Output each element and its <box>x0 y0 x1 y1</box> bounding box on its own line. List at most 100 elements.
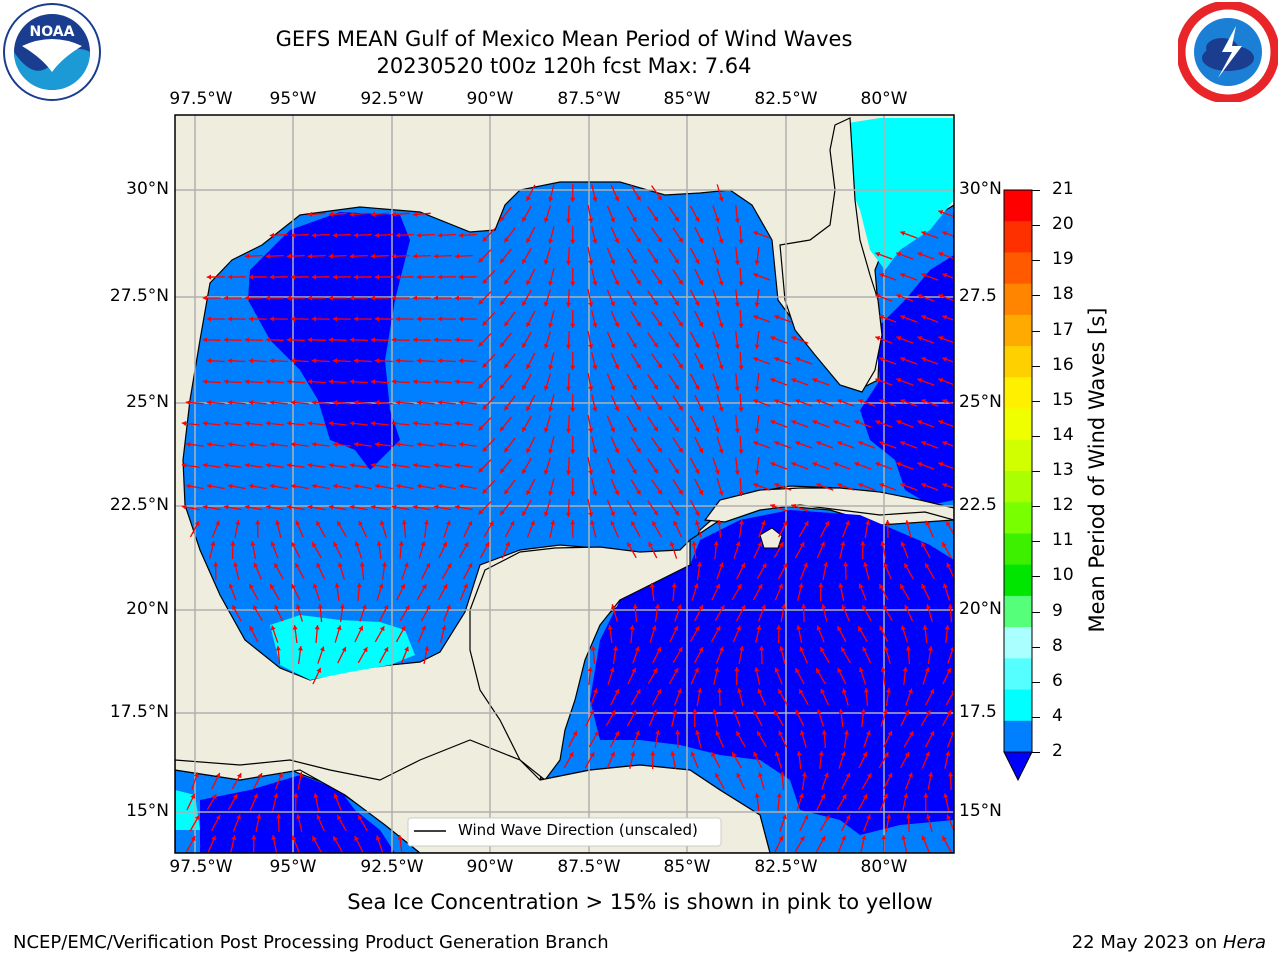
wave-direction-arrowhead <box>478 383 484 389</box>
wave-direction-arrowhead <box>882 709 888 715</box>
wave-direction-arrowhead <box>718 196 724 202</box>
wave-direction-arrowhead <box>244 295 250 301</box>
wave-direction-arrowhead <box>458 274 464 280</box>
wave-direction-arrowhead <box>412 253 418 259</box>
wave-direction-arrowhead <box>673 625 679 631</box>
wave-direction-arrowhead <box>734 428 740 433</box>
wave-direction-arrowhead <box>734 218 740 223</box>
wave-direction-arrowhead <box>454 379 460 385</box>
wave-direction-arrowhead <box>592 688 598 694</box>
wave-direction-arrowhead <box>572 730 578 736</box>
wave-direction-arrowhead <box>400 583 406 589</box>
wave-direction-arrowhead <box>291 542 296 548</box>
wave-direction-arrowhead <box>812 377 818 383</box>
wave-direction-arrowhead <box>818 583 824 588</box>
wave-direction-arrowhead <box>759 646 765 651</box>
wave-direction-arrowhead <box>482 488 488 494</box>
wave-direction-arrowhead <box>265 379 271 385</box>
wave-direction-arrowhead <box>446 563 452 569</box>
wave-direction-arrowhead <box>653 258 658 264</box>
lat-label-right: 15°N <box>959 801 1002 821</box>
wave-direction-arrowhead <box>778 583 783 589</box>
wave-direction-arrowhead <box>185 483 191 489</box>
wave-direction-arrowhead <box>656 689 662 695</box>
wave-direction-arrowhead <box>900 584 905 590</box>
wave-direction-arrowhead <box>674 426 679 432</box>
wave-direction-arrowhead <box>543 217 549 223</box>
wave-direction-arrowhead <box>543 427 549 433</box>
wave-direction-arrowhead <box>361 604 367 610</box>
wave-direction-arrowhead <box>416 400 422 406</box>
lon-label-top: 90°W <box>466 89 514 109</box>
wave-direction-arrowhead <box>570 491 576 496</box>
wave-direction-arrowhead <box>286 253 292 259</box>
wave-direction-arrowhead <box>441 625 447 630</box>
wave-direction-arrowhead <box>312 836 317 842</box>
wave-direction-arrowhead <box>543 259 549 265</box>
wave-direction-arrowhead <box>947 772 954 777</box>
wave-direction-arrowhead <box>757 772 763 778</box>
wave-direction-arrowhead <box>395 483 401 489</box>
wave-direction-arrowhead <box>779 772 785 777</box>
wave-direction-arrowhead <box>416 274 422 280</box>
wave-direction-arrowhead <box>500 384 505 390</box>
wave-direction-arrowhead <box>690 751 696 757</box>
wave-direction-arrowhead <box>181 462 187 468</box>
wave-direction-arrowhead <box>719 646 724 652</box>
wave-direction-arrowhead <box>587 667 593 672</box>
wave-direction-arrowhead <box>269 232 275 238</box>
wave-direction-arrowhead <box>425 562 431 568</box>
wave-direction-arrowhead <box>376 541 382 546</box>
wave-direction-arrowhead <box>311 316 317 322</box>
wave-direction-arrowhead <box>463 542 469 548</box>
wave-direction-arrowhead <box>416 441 422 447</box>
wave-direction-arrowhead <box>753 272 759 278</box>
wave-direction-arrowhead <box>273 793 279 798</box>
wave-direction-arrowhead <box>269 274 275 280</box>
wave-direction-arrowhead <box>253 562 259 568</box>
wave-direction-arrowhead <box>774 710 779 716</box>
wave-direction-arrowhead <box>291 583 296 589</box>
wave-direction-arrowhead <box>522 384 527 390</box>
wave-direction-arrowhead <box>739 646 745 651</box>
wave-direction-arrowhead <box>942 583 948 589</box>
wave-direction-arrowhead <box>332 441 338 447</box>
wave-direction-arrowhead <box>875 461 881 467</box>
wave-direction-arrowhead <box>454 504 460 510</box>
wave-direction-arrowhead <box>307 504 313 510</box>
wave-direction-arrowhead <box>791 419 797 425</box>
wave-direction-arrowhead <box>711 752 716 758</box>
wave-direction-arrowhead <box>316 667 322 673</box>
wave-direction-arrowhead <box>588 512 594 517</box>
colorbar-segment <box>1004 408 1032 441</box>
wave-direction-arrowhead <box>593 731 599 737</box>
wave-direction-arrowhead <box>610 751 615 757</box>
lon-label-top: 82.5°W <box>754 89 818 109</box>
wave-direction-arrowhead <box>190 836 196 842</box>
wave-direction-arrowhead <box>370 504 376 510</box>
wave-direction-arrowhead <box>614 490 620 496</box>
wave-direction-arrowhead <box>412 462 418 468</box>
wave-direction-arrowhead <box>353 358 359 364</box>
wave-direction-arrowhead <box>570 197 576 202</box>
wave-direction-arrowhead <box>738 491 744 496</box>
wave-direction-arrowhead <box>248 274 254 280</box>
wave-direction-arrowhead <box>543 511 549 517</box>
wave-direction-arrowhead <box>570 239 576 244</box>
wave-direction-arrowhead <box>286 462 292 468</box>
wave-direction-arrowhead <box>570 520 576 525</box>
wave-direction-arrowhead <box>607 625 613 630</box>
wave-direction-arrowhead <box>244 420 250 427</box>
wave-direction-arrowhead <box>781 814 787 820</box>
wave-direction-arrowhead <box>248 400 254 406</box>
wave-direction-arrowhead <box>570 281 576 286</box>
wave-direction-arrowhead <box>801 604 807 609</box>
wave-direction-arrowhead <box>692 709 698 714</box>
wave-direction-arrowhead <box>879 314 885 320</box>
wave-direction-arrowhead <box>333 793 339 799</box>
wave-direction-arrowhead <box>921 482 927 488</box>
wave-direction-arrowhead <box>845 815 851 821</box>
wave-direction-arrowhead <box>778 835 784 841</box>
wave-direction-arrowhead <box>760 520 766 526</box>
